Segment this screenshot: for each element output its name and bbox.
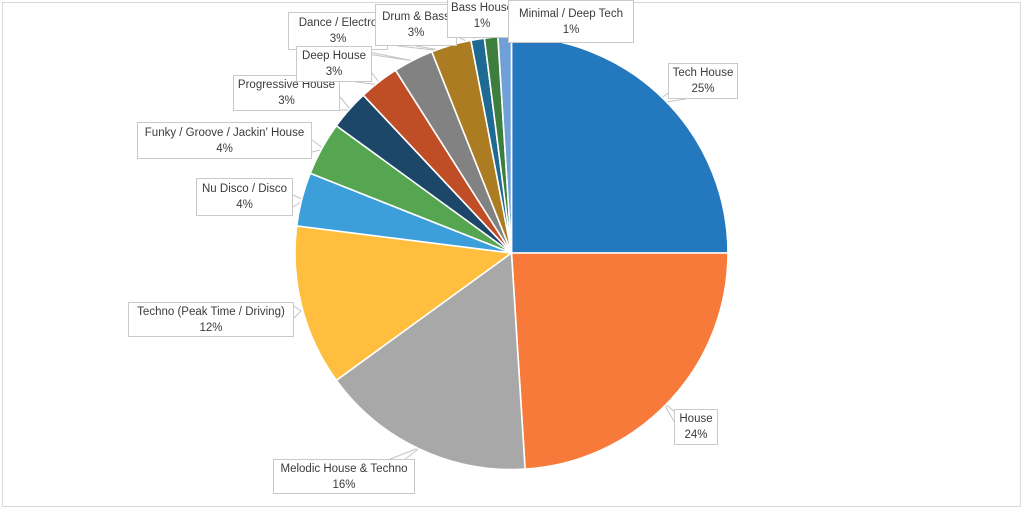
pie-slice-melodic-house-techno bbox=[335, 252, 526, 471]
data-label-drum-and-bass: Drum & Bass 3% bbox=[375, 4, 457, 46]
label-text: Melodic House & Techno bbox=[280, 462, 408, 475]
leader-techno bbox=[293, 305, 302, 319]
data-label-dance-electro: Dance / Electro 3% bbox=[288, 12, 388, 50]
label-percent: 1% bbox=[473, 17, 491, 30]
pie-slice-house bbox=[510, 252, 729, 470]
label-percent: 16% bbox=[332, 478, 356, 491]
data-label-nu-disco-disco: Nu Disco / Disco 4% bbox=[196, 178, 293, 216]
label-text: Deep House bbox=[302, 50, 366, 62]
data-label-progressive-house: Progressive House 3% bbox=[233, 75, 340, 111]
pie-slices bbox=[294, 35, 729, 471]
data-label-melodic-house-techno: Melodic House & Techno 16% bbox=[273, 459, 415, 494]
label-percent: 3% bbox=[278, 95, 295, 107]
label-percent: 3% bbox=[407, 27, 425, 39]
data-label-tech-house: Tech House 25% bbox=[668, 63, 738, 99]
label-text: House bbox=[679, 413, 713, 425]
label-text: Dance / Electro bbox=[298, 17, 378, 29]
label-text: Funky / Groove / Jackin' House bbox=[144, 126, 305, 139]
label-text: Tech House bbox=[672, 67, 734, 79]
data-label-funky-groove-jackin-house: Funky / Groove / Jackin' House 4% bbox=[137, 122, 312, 159]
label-text: Techno (Peak Time / Driving) bbox=[137, 305, 285, 318]
label-percent: 4% bbox=[216, 142, 233, 155]
label-percent: 1% bbox=[562, 23, 580, 36]
data-label-house: House 24% bbox=[674, 409, 718, 445]
label-text: Drum & Bass bbox=[382, 11, 450, 23]
label-text: Bass House bbox=[450, 1, 513, 14]
data-label-bass-house: Bass House 1% bbox=[447, 0, 517, 38]
label-percent: 3% bbox=[325, 66, 343, 78]
label-percent: 12% bbox=[199, 321, 223, 334]
label-percent: 4% bbox=[236, 199, 253, 211]
data-label-deep-house: Deep House 3% bbox=[296, 46, 372, 82]
label-percent: 25% bbox=[691, 83, 715, 95]
label-text: Nu Disco / Disco bbox=[202, 183, 287, 195]
label-text: Progressive House bbox=[237, 79, 336, 91]
label-text: Minimal / Deep Tech bbox=[519, 7, 623, 20]
label-percent: 3% bbox=[329, 33, 347, 45]
label-percent: 24% bbox=[684, 429, 708, 441]
pie-slice-techno-peak-time-driving bbox=[294, 225, 513, 382]
data-label-minimal-deep-tech: Minimal / Deep Tech 1% bbox=[508, 0, 634, 43]
data-label-techno-peak-time: Techno (Peak Time / Driving) 12% bbox=[128, 302, 294, 337]
